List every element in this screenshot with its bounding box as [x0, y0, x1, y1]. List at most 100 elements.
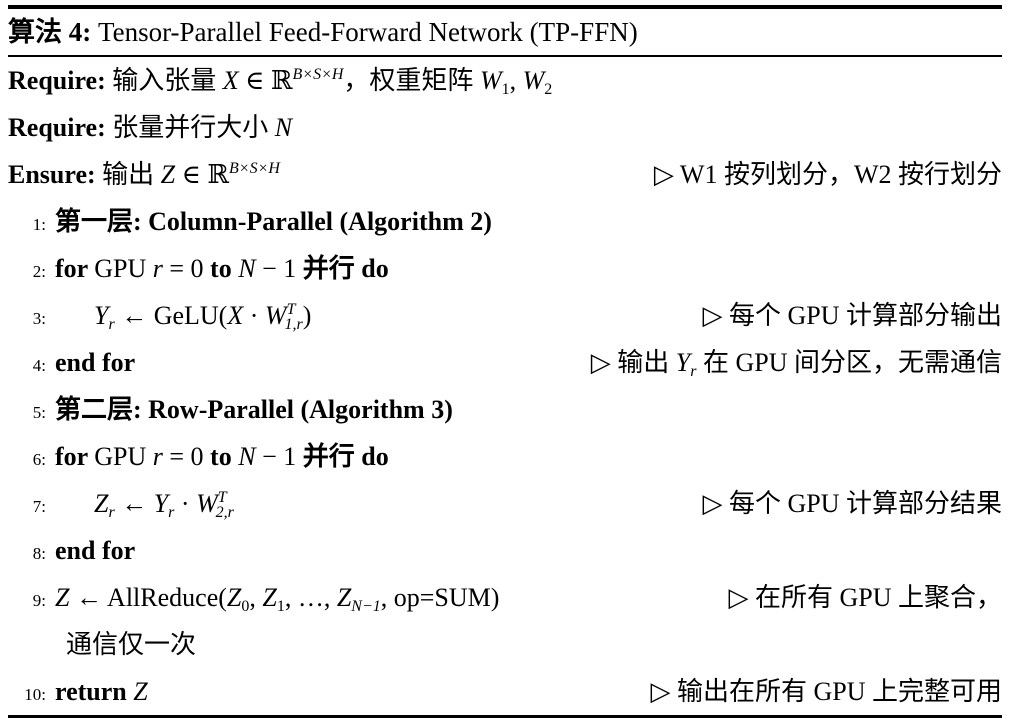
assign-arrow: ←: [114, 301, 154, 330]
var-Y-subscript: r: [108, 316, 115, 333]
var-Z-subscript: r: [108, 504, 115, 521]
ellipsis-separator: , …,: [284, 583, 337, 612]
close-paren: ): [302, 301, 312, 330]
dims-superscript: B×S×H: [292, 66, 344, 83]
algo-line-3: 3: Yr ← GeLU(X · WT1,r) ▷ 每个 GPU 计算部分输出: [8, 292, 1002, 339]
comment-text: 在 GPU 间分区，无需通信: [696, 348, 1002, 377]
line7-comment: ▷ 每个 GPU 计算部分结果: [702, 489, 1002, 518]
var-ZN-subscript: N−1: [351, 598, 381, 615]
var-ZN: Z: [336, 583, 352, 612]
var-Z: Z: [55, 583, 70, 612]
line-number: 9:: [32, 591, 46, 610]
var-Z: Z: [94, 489, 109, 518]
var-X: X: [227, 301, 244, 330]
var-W-subscript: 2,r: [215, 504, 234, 521]
line9-comment: ▷ 在所有 GPU 上聚合，: [728, 583, 1002, 612]
keyword-to: to: [210, 442, 239, 471]
layer1-heading: 第一层: Column-Parallel (Algorithm 2): [55, 207, 492, 236]
keyword-parallel: 并行: [302, 442, 362, 471]
keyword-to: to: [210, 254, 239, 283]
require1-text2: ，权重矩阵: [343, 66, 480, 95]
var-Z1: Z: [262, 583, 277, 612]
algo-line-1: 1: 第一层: Column-Parallel (Algorithm 2): [8, 198, 1002, 245]
equals-zero: = 0: [162, 442, 211, 471]
separator: ,: [249, 583, 263, 612]
line-number: 5:: [32, 403, 46, 422]
var-W-subscript: 1,r: [284, 316, 303, 333]
element-of-symbol: ∈: [238, 66, 271, 95]
dims-superscript: B×S×H: [229, 160, 280, 177]
line-number: 8:: [32, 544, 46, 563]
keyword-do: do: [361, 254, 389, 283]
var-Z: Z: [160, 160, 176, 189]
var-W2-subscript: 2: [544, 81, 553, 98]
line3-comment: ▷ 每个 GPU 计算部分输出: [702, 301, 1002, 330]
line-number: 4:: [32, 356, 46, 375]
algorithm-title-text: Tensor-Parallel Feed-Forward Network (TP…: [91, 17, 638, 47]
ensure-keyword: Ensure:: [8, 160, 96, 189]
algo-line-9-continuation: 通信仅一次: [8, 621, 1002, 668]
assign-arrow: ←: [114, 489, 154, 518]
equals-zero: = 0: [162, 254, 211, 283]
gpu-text: GPU: [94, 442, 153, 471]
var-Y-subscript: r: [168, 504, 175, 521]
line10-comment: ▷ 输出在所有 GPU 上完整可用: [650, 677, 1002, 706]
transpose-superscript: T: [286, 301, 296, 318]
algo-line-2: 2: for GPU r = 0 to N − 1 并行 do: [8, 245, 1002, 292]
algorithm-label: 算法 4:: [8, 17, 92, 47]
separator: ,: [509, 66, 523, 95]
gelu-function: GeLU(: [153, 301, 228, 330]
algo-line-9: 9: Z ← AllReduce(Z0, Z1, …, ZN−1, op=SUM)…: [8, 574, 1002, 621]
keyword-parallel: 并行: [302, 254, 362, 283]
var-W1: W: [479, 66, 502, 95]
title-rule: [8, 55, 1002, 57]
var-W1-subscript: 1: [501, 81, 510, 98]
ensure-line-output: Ensure: 输出 Z ∈ ℝB×S×H ▷ W1 按列划分，W2 按行划分: [8, 151, 1002, 198]
algo-line-4: 4: end for ▷ 输出 Yr 在 GPU 间分区，无需通信: [8, 339, 1002, 386]
bottom-rule: [8, 715, 1002, 718]
keyword-do: do: [361, 442, 389, 471]
var-Y: Y: [675, 348, 691, 377]
line-number: 1:: [32, 215, 46, 234]
algo-line-6: 6: for GPU r = 0 to N − 1 并行 do: [8, 433, 1002, 480]
var-Z1-subscript: 1: [276, 598, 285, 615]
minus-one: − 1: [255, 254, 303, 283]
require-keyword: Require:: [8, 66, 106, 95]
comment-text: ▷ 输出: [590, 348, 676, 377]
var-X: X: [222, 66, 239, 95]
ensure-text: 输出: [95, 160, 161, 189]
var-N: N: [274, 113, 293, 142]
keyword-return: return: [55, 677, 134, 706]
require1-text: 输入张量: [105, 66, 223, 95]
line-number: 2:: [32, 262, 46, 281]
allreduce-function: AllReduce(: [107, 583, 227, 612]
var-N: N: [238, 254, 256, 283]
require-line-input: Require: 输入张量 X ∈ ℝB×S×H，权重矩阵 W1, W2: [8, 57, 1002, 104]
keyword-end-for: end for: [55, 536, 136, 565]
var-Z0: Z: [226, 583, 242, 612]
var-W: W: [196, 489, 218, 518]
line-number: 7:: [32, 497, 46, 516]
algorithm-title: 算法 4: Tensor-Parallel Feed-Forward Netwo…: [8, 9, 1002, 55]
algo-line-5: 5: 第二层: Row-Parallel (Algorithm 3): [8, 386, 1002, 433]
algo-line-10: 10: return Z ▷ 输出在所有 GPU 上完整可用: [8, 668, 1002, 715]
var-Z: Z: [133, 677, 148, 706]
dot-operator: ·: [243, 301, 265, 330]
var-Z0-subscript: 0: [241, 598, 250, 615]
var-Y: Y: [153, 489, 169, 518]
assign-arrow: ←: [69, 583, 108, 612]
var-r: r: [152, 254, 163, 283]
element-of-symbol: ∈: [175, 160, 208, 189]
var-N: N: [238, 442, 256, 471]
real-set-symbol: ℝ: [207, 160, 229, 189]
var-W: W: [264, 301, 287, 330]
algo-line-8: 8: end for: [8, 527, 1002, 574]
line-number: 3:: [32, 309, 46, 328]
gpu-text: GPU: [94, 254, 153, 283]
line4-comment: ▷ 输出 Yr 在 GPU 间分区，无需通信: [591, 339, 1002, 386]
keyword-for: for: [55, 254, 95, 283]
algo-line-7: 7: Zr ← Yr · WT2,r ▷ 每个 GPU 计算部分结果: [8, 480, 1002, 527]
require-keyword: Require:: [8, 113, 106, 142]
transpose-superscript: T: [217, 489, 227, 506]
